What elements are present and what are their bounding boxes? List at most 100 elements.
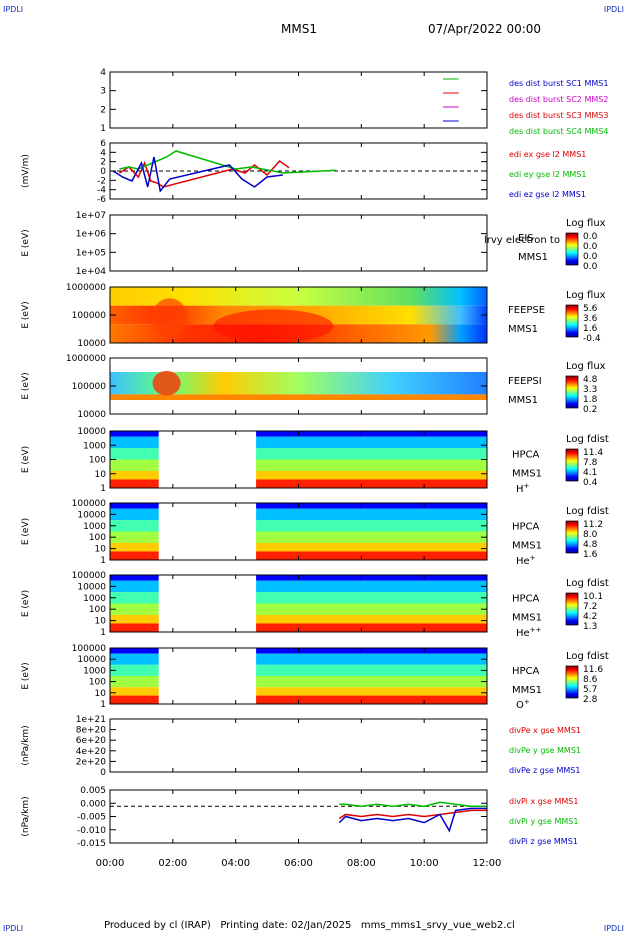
spectrogram-band — [110, 603, 159, 615]
spectrogram-band — [110, 431, 159, 437]
spectrogram-band — [256, 664, 487, 676]
y-tick-label: 8e+20 — [76, 726, 107, 736]
spectrogram-band — [256, 431, 487, 437]
colorbar — [565, 665, 579, 699]
spectrogram-band — [256, 520, 487, 532]
spectrogram-hpca_h — [110, 431, 487, 488]
legend-entry: des dist burst SC1 MMS1 — [509, 79, 608, 88]
spectrogram-band — [110, 542, 159, 552]
legend-entry: divPe z gse MMS1 — [509, 766, 580, 775]
spectrogram-band — [110, 520, 159, 532]
colorbar-title: Log flux — [566, 361, 606, 372]
spectrogram-band — [110, 592, 159, 604]
y-tick-label: 0.000 — [80, 799, 106, 809]
spectrogram-band — [256, 542, 487, 552]
spectrogram-band — [110, 695, 159, 704]
colorbar-title: Log fdist — [566, 506, 609, 517]
panel-divpi: -0.015 -0.010 -0.005 0.000 0.005 (nPa/km) divP… — [21, 786, 578, 849]
spectrogram-feepse — [110, 287, 487, 344]
colorbar — [565, 304, 579, 338]
series-divPi-x-gse-MMS1 — [338, 809, 487, 820]
spectrogram-hpca_hepp — [110, 575, 487, 632]
legend-entry: des dist burst SC4 MMS4 — [509, 127, 608, 136]
spectrogram-band — [256, 580, 487, 593]
spectrogram-band — [110, 394, 487, 400]
colorbar-title: Log flux — [566, 290, 606, 301]
series-edi-ez-gse-l2-MMS1 — [112, 156, 283, 193]
y-tick-label: -2 — [97, 176, 106, 186]
x-tick-label: 12:00 — [473, 858, 502, 869]
spectrogram-band — [110, 508, 159, 521]
spectrogram-band — [256, 436, 487, 449]
colorbar-tick-label: 0.0 — [583, 232, 598, 242]
spectrogram-hpca_o — [110, 648, 487, 704]
spectrogram-band — [256, 695, 487, 704]
instrument-label: HPCA — [512, 450, 540, 461]
corner-label-br: IPDLI — [603, 924, 624, 933]
y-tick-label: 0.005 — [80, 786, 106, 796]
x-tick-label: 04:00 — [221, 858, 250, 869]
y-tick-label: 100000 — [72, 571, 107, 581]
colorbar-tick-label: 7.2 — [583, 602, 597, 612]
y-tick-label: 100000 — [72, 644, 107, 654]
spectrogram-band — [110, 623, 159, 632]
y-tick-label: 10000 — [77, 339, 106, 349]
colorbar — [565, 375, 579, 409]
series-divPi-y-gse-MMS1 — [339, 801, 487, 808]
page-title: MMS1 — [281, 22, 317, 36]
spectrogram-feature — [151, 298, 188, 338]
y-axis-label: E (eV) — [21, 446, 31, 473]
spectrogram-band — [256, 503, 487, 509]
y-tick-label: -6 — [97, 195, 106, 205]
colorbar-tick-label: 5.6 — [583, 304, 598, 314]
spectrogram-band — [256, 648, 487, 654]
colorbar — [565, 232, 579, 266]
colorbar-tick-label: 1.3 — [583, 622, 597, 632]
y-tick-label: 2 — [100, 158, 106, 168]
spacecraft-label: MMS1 — [512, 613, 542, 624]
y-tick-label: 4e+20 — [76, 747, 107, 757]
spacecraft-label: MMS1 — [512, 469, 542, 480]
y-axis-label: E (eV) — [21, 301, 31, 328]
spectrogram-band — [110, 531, 159, 543]
legend-entry: divPe x gse MMS1 — [509, 726, 581, 735]
spectrogram-band — [256, 551, 487, 560]
colorbar-tick-label: 0.0 — [583, 262, 598, 272]
instrument-label: HPCA — [512, 666, 540, 677]
y-tick-label: 4 — [100, 148, 106, 158]
spacecraft-label: MMS1 — [508, 324, 538, 335]
colorbar — [565, 520, 579, 554]
spectrogram-feature — [152, 370, 181, 396]
spectrogram-band — [110, 287, 487, 306]
colorbar-title: Log fdist — [566, 434, 609, 445]
y-tick-label: 1 — [100, 700, 106, 710]
colorbar-tick-label: 10.1 — [583, 592, 603, 602]
panel-frame — [109, 718, 488, 773]
y-tick-label: 2 — [100, 105, 106, 115]
legend-entry: des dist burst SC2 MMS2 — [509, 95, 608, 104]
spectrogram-band — [110, 436, 159, 449]
y-tick-label: 100 — [89, 605, 106, 615]
y-axis-label: E (eV) — [21, 590, 31, 617]
spectrogram-band — [110, 358, 487, 372]
colorbar-title: Log flux — [566, 218, 606, 229]
spectrogram-hpca_he — [110, 503, 487, 560]
y-tick-label: 100000 — [72, 311, 107, 321]
page-datetime: 07/Apr/2022 00:00 — [428, 22, 542, 36]
y-tick-label: 1 — [100, 556, 106, 566]
spectrogram-band — [256, 614, 487, 624]
corner-label-tl: IPDLI — [3, 5, 24, 14]
spectrogram-band — [256, 575, 487, 581]
instrument-label: EIS — [518, 233, 534, 244]
spectrogram-band — [110, 687, 159, 696]
legend-entry: divPi y gse MMS1 — [509, 817, 578, 826]
instrument-label: FEEPSI — [508, 376, 542, 387]
y-tick-label: 1000 — [83, 522, 106, 532]
colorbar-tick-label: 0.0 — [583, 242, 598, 252]
instrument-label: HPCA — [512, 522, 540, 533]
spectrogram-band — [256, 603, 487, 615]
species-label: He+ — [516, 554, 536, 567]
legend-entry: edi ex gse l2 MMS1 — [509, 150, 586, 159]
